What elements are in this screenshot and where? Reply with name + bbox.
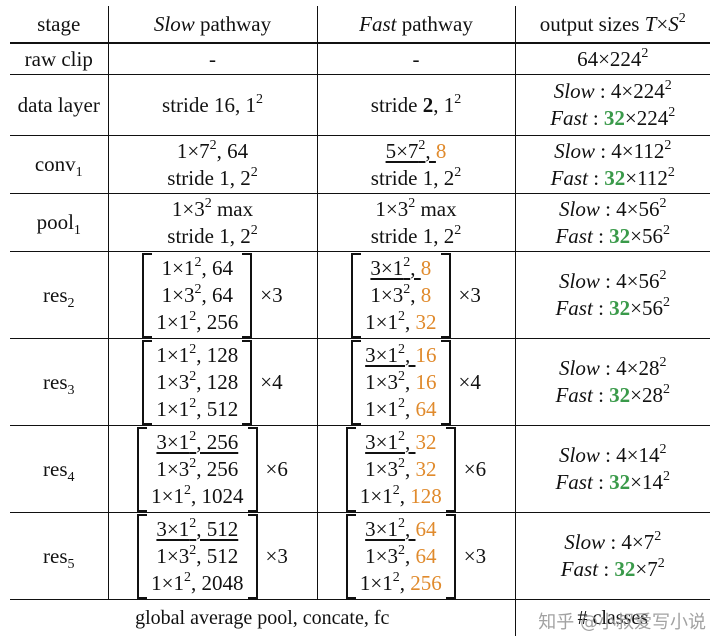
output-cell: Slow : 4×1122 Fast : 32×1122: [515, 135, 710, 194]
bracket-block: 1×12, 128 1×32, 128 1×12, 512: [142, 339, 253, 425]
bracket-block: 3×12, 256 1×32, 256 1×12, 1024: [137, 426, 258, 512]
fast-cell: 1×32 max stride 1, 22: [317, 193, 516, 252]
row-res3: res3 1×12, 128 1×32, 128 1×12, 512 ×4 3×12, 1…: [10, 338, 710, 426]
repeat-count: ×3: [458, 282, 481, 307]
repeat-count: ×6: [265, 456, 288, 481]
header-stage: stage: [10, 6, 109, 44]
stage-label: data layer: [10, 74, 109, 136]
slowfast-architecture-table: stage Slow pathway Fast pathway output s…: [10, 6, 710, 636]
row-pool1: pool1 1×32 max stride 1, 22 1×32 max str…: [10, 193, 710, 252]
fast-cell: 5×72, 8 stride 1, 22: [317, 135, 516, 194]
bracket-block: 1×12, 64 1×32, 64 1×12, 256: [142, 252, 253, 338]
stage-label: res3: [10, 338, 109, 426]
output-cell: Slow : 4×2242 Fast : 32×2242: [515, 74, 710, 136]
stage-label: raw clip: [10, 43, 109, 75]
repeat-count: ×6: [463, 456, 487, 481]
fast-cell: 3×12, 32 1×32, 32 1×12, 128 ×6: [317, 425, 516, 513]
row-res4: res4 3×12, 256 1×32, 256 1×12, 1024 ×6 3×12, …: [10, 425, 710, 513]
output-cell: Slow : 4×562 Fast : 32×562: [515, 193, 710, 252]
output-cell: Slow : 4×72 Fast : 32×72: [515, 512, 710, 600]
slow-cell: -: [108, 43, 318, 75]
repeat-count: ×3: [260, 282, 283, 307]
stage-label: res4: [10, 425, 109, 513]
footer-left: global average pool, concate, fc: [10, 599, 516, 636]
footer-right: # classes: [577, 606, 649, 629]
row-data-layer: data layer stride 16, 12 stride 2, 12 Sl…: [10, 74, 710, 136]
bracket-block: 3×12, 64 1×32, 64 1×12, 256: [345, 513, 456, 599]
fast-cell: 3×12, 16 1×32, 16 1×12, 64 ×4: [317, 338, 516, 426]
fast-cell: stride 2, 12: [317, 74, 516, 136]
bracket-block: 3×12, 16 1×32, 16 1×12, 64: [351, 339, 451, 425]
stage-label: pool1: [10, 193, 109, 252]
output-cell: Slow : 4×562 Fast : 32×562: [515, 251, 710, 339]
bracket-block: 3×12, 32 1×32, 32 1×12, 128: [345, 426, 456, 512]
stage-label: conv1: [10, 135, 109, 194]
bracket-block: 3×12, 8 1×32, 8 1×12, 32: [351, 252, 451, 338]
output-cell: 64×2242: [515, 43, 710, 75]
fast-cell: 3×12, 8 1×32, 8 1×12, 32 ×3: [317, 251, 516, 339]
row-res2: res2 1×12, 64 1×32, 64 1×12, 256 ×3 3×12, 8 1×…: [10, 251, 710, 339]
slow-cell: stride 16, 12: [108, 74, 318, 136]
header-fast: Fast pathway: [317, 6, 516, 44]
slow-cell: 1×72, 64 stride 1, 22: [108, 135, 318, 194]
header-output: output sizes T×S2: [515, 6, 710, 44]
row-raw-clip: raw clip - - 64×2242: [10, 43, 710, 75]
repeat-count: ×3: [265, 543, 288, 568]
bracket-block: 3×12, 512 1×32, 512 1×12, 2048: [137, 513, 258, 599]
header-row: stage Slow pathway Fast pathway output s…: [10, 6, 710, 44]
repeat-count: ×3: [463, 543, 487, 568]
fast-cell: -: [317, 43, 516, 75]
footer-row: global average pool, concate, fc # class…: [10, 599, 710, 636]
repeat-count: ×4: [458, 369, 481, 394]
row-res5: res5 3×12, 512 1×32, 512 1×12, 2048 ×3 3×12, …: [10, 512, 710, 600]
stage-label: res2: [10, 251, 109, 339]
slow-cell: 1×32 max stride 1, 22: [108, 193, 318, 252]
repeat-count: ×4: [260, 369, 283, 394]
slow-cell: 1×12, 128 1×32, 128 1×12, 512 ×4: [108, 338, 318, 426]
slow-cell: 3×12, 256 1×32, 256 1×12, 1024 ×6: [108, 425, 318, 513]
output-cell: Slow : 4×142 Fast : 32×142: [515, 425, 710, 513]
fast-cell: 3×12, 64 1×32, 64 1×12, 256 ×3: [317, 512, 516, 600]
slow-cell: 1×12, 64 1×32, 64 1×12, 256 ×3: [108, 251, 318, 339]
header-slow: Slow pathway: [108, 6, 318, 44]
output-cell: Slow : 4×282 Fast : 32×282: [515, 338, 710, 426]
slow-cell: 3×12, 512 1×32, 512 1×12, 2048 ×3: [108, 512, 318, 600]
row-conv1: conv1 1×72, 64 stride 1, 22 5×72, 8 stri…: [10, 135, 710, 194]
stage-label: res5: [10, 512, 109, 600]
watermark: 知乎 @小叔爱写小说: [538, 612, 706, 633]
